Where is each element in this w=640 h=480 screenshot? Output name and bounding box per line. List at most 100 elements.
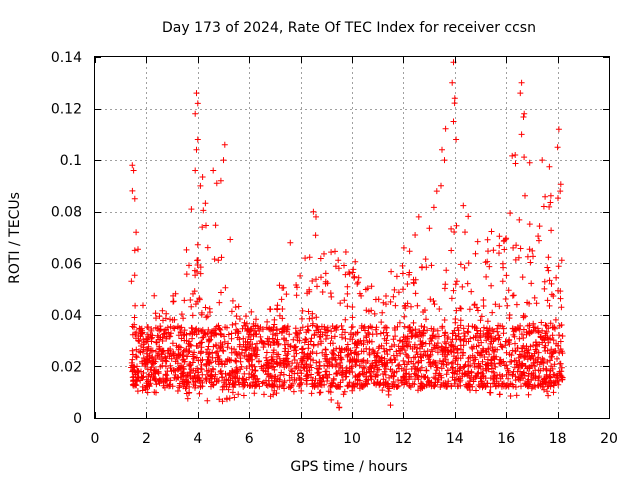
x-tick-label: 0 xyxy=(91,431,100,447)
data-point xyxy=(547,192,554,199)
data-point xyxy=(516,335,523,342)
data-point xyxy=(146,355,153,362)
data-point xyxy=(270,391,277,398)
data-point xyxy=(512,160,519,167)
data-point xyxy=(391,286,398,293)
data-point xyxy=(131,363,138,370)
data-point xyxy=(380,371,386,377)
data-point xyxy=(488,338,495,345)
data-point xyxy=(479,349,485,356)
data-point xyxy=(380,329,387,336)
data-point xyxy=(503,371,510,378)
data-point xyxy=(227,377,234,384)
data-point xyxy=(330,375,337,382)
data-point xyxy=(499,380,506,387)
data-point xyxy=(288,367,294,374)
data-point xyxy=(518,331,525,338)
data-point xyxy=(545,267,552,274)
data-point xyxy=(551,361,558,368)
data-point xyxy=(389,381,396,388)
data-point xyxy=(379,309,386,316)
data-point xyxy=(221,377,228,384)
data-point xyxy=(280,284,287,291)
data-point xyxy=(311,380,318,386)
data-point xyxy=(156,343,163,350)
data-point xyxy=(465,355,472,362)
data-point xyxy=(501,246,508,253)
data-point xyxy=(479,358,486,365)
data-point xyxy=(403,340,410,347)
data-point xyxy=(203,362,210,369)
data-point xyxy=(508,352,515,359)
data-point xyxy=(175,351,182,357)
data-point xyxy=(555,195,561,202)
data-point xyxy=(482,361,489,368)
data-point xyxy=(287,239,294,246)
data-point xyxy=(159,307,166,314)
data-point xyxy=(458,305,464,312)
data-point xyxy=(344,283,351,290)
data-point xyxy=(542,322,549,329)
data-point xyxy=(248,345,254,352)
data-point xyxy=(519,360,526,367)
data-point xyxy=(548,227,555,234)
data-point xyxy=(133,377,140,384)
data-point xyxy=(492,364,499,370)
data-point xyxy=(465,368,472,375)
data-point xyxy=(338,322,345,329)
data-point xyxy=(344,290,351,297)
data-point xyxy=(400,343,407,350)
data-point xyxy=(542,330,549,337)
data-point xyxy=(380,299,387,306)
data-point xyxy=(241,352,248,359)
data-point xyxy=(452,357,459,364)
data-point xyxy=(225,340,232,347)
data-point xyxy=(344,352,351,359)
data-point xyxy=(419,381,426,388)
data-point xyxy=(167,316,173,323)
data-point xyxy=(352,372,359,379)
data-point xyxy=(421,307,428,314)
data-point xyxy=(546,277,553,284)
data-point xyxy=(467,335,474,342)
data-point xyxy=(281,348,288,355)
data-point xyxy=(131,368,138,375)
data-point xyxy=(303,368,310,375)
data-point xyxy=(363,369,370,376)
data-point xyxy=(200,334,207,341)
data-point xyxy=(528,280,535,287)
data-point xyxy=(271,377,278,384)
data-point xyxy=(199,174,206,180)
data-point xyxy=(153,339,160,346)
data-point xyxy=(347,330,354,336)
data-point xyxy=(259,380,266,387)
data-point xyxy=(343,345,350,352)
data-point xyxy=(363,333,370,339)
data-point xyxy=(472,250,479,257)
data-point xyxy=(352,258,359,265)
data-point xyxy=(209,381,216,388)
data-point xyxy=(337,349,344,356)
data-point xyxy=(140,341,147,348)
data-point xyxy=(544,297,551,304)
data-point xyxy=(475,307,481,314)
data-point xyxy=(181,297,188,304)
data-point xyxy=(452,281,459,288)
x-tick-label: 8 xyxy=(296,431,305,447)
data-point xyxy=(316,389,323,396)
data-point xyxy=(241,370,248,377)
data-point xyxy=(139,387,146,394)
data-point xyxy=(151,389,158,396)
data-point xyxy=(472,374,479,381)
data-point xyxy=(129,351,136,358)
data-point xyxy=(485,248,491,255)
data-point xyxy=(176,384,183,391)
data-point xyxy=(263,349,270,356)
data-point xyxy=(242,347,249,354)
data-point xyxy=(525,391,532,398)
data-point xyxy=(520,114,527,120)
data-point xyxy=(191,329,198,336)
data-point xyxy=(531,294,538,301)
data-point xyxy=(264,318,271,325)
data-point xyxy=(346,358,353,365)
